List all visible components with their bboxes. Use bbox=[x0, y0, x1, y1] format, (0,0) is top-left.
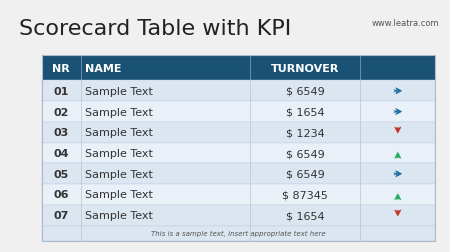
Text: $ 87345: $ 87345 bbox=[283, 190, 328, 200]
Text: Sample Text: Sample Text bbox=[86, 148, 153, 159]
FancyBboxPatch shape bbox=[42, 122, 435, 143]
FancyBboxPatch shape bbox=[42, 102, 435, 122]
FancyBboxPatch shape bbox=[42, 184, 435, 205]
Text: 04: 04 bbox=[54, 148, 69, 159]
Text: $ 1654: $ 1654 bbox=[286, 210, 324, 220]
Text: $ 1654: $ 1654 bbox=[286, 107, 324, 117]
Text: 01: 01 bbox=[54, 86, 69, 97]
Text: $ 6549: $ 6549 bbox=[286, 86, 325, 97]
Text: 07: 07 bbox=[54, 210, 69, 220]
FancyBboxPatch shape bbox=[42, 226, 435, 241]
FancyBboxPatch shape bbox=[42, 205, 435, 226]
FancyBboxPatch shape bbox=[42, 81, 435, 102]
Text: $ 6549: $ 6549 bbox=[286, 148, 325, 159]
FancyBboxPatch shape bbox=[42, 164, 435, 184]
Text: $ 6549: $ 6549 bbox=[286, 169, 325, 179]
FancyBboxPatch shape bbox=[42, 143, 435, 164]
Text: 03: 03 bbox=[54, 128, 69, 138]
Text: Sample Text: Sample Text bbox=[86, 210, 153, 220]
FancyBboxPatch shape bbox=[42, 56, 435, 81]
Text: Scorecard Table with KPI: Scorecard Table with KPI bbox=[19, 19, 292, 39]
Text: www.leatra.com: www.leatra.com bbox=[372, 19, 440, 28]
Text: NAME: NAME bbox=[86, 64, 122, 74]
Text: Sample Text: Sample Text bbox=[86, 169, 153, 179]
Text: 05: 05 bbox=[54, 169, 69, 179]
Text: Sample Text: Sample Text bbox=[86, 190, 153, 200]
Text: Sample Text: Sample Text bbox=[86, 107, 153, 117]
Text: This is a sample text, insert appropriate text here: This is a sample text, insert appropriat… bbox=[151, 230, 326, 236]
Text: Sample Text: Sample Text bbox=[86, 86, 153, 97]
Text: Sample Text: Sample Text bbox=[86, 128, 153, 138]
Text: NR: NR bbox=[53, 64, 70, 74]
Text: 02: 02 bbox=[54, 107, 69, 117]
Text: TURNOVER: TURNOVER bbox=[271, 64, 339, 74]
Text: 06: 06 bbox=[54, 190, 69, 200]
Text: $ 1234: $ 1234 bbox=[286, 128, 325, 138]
